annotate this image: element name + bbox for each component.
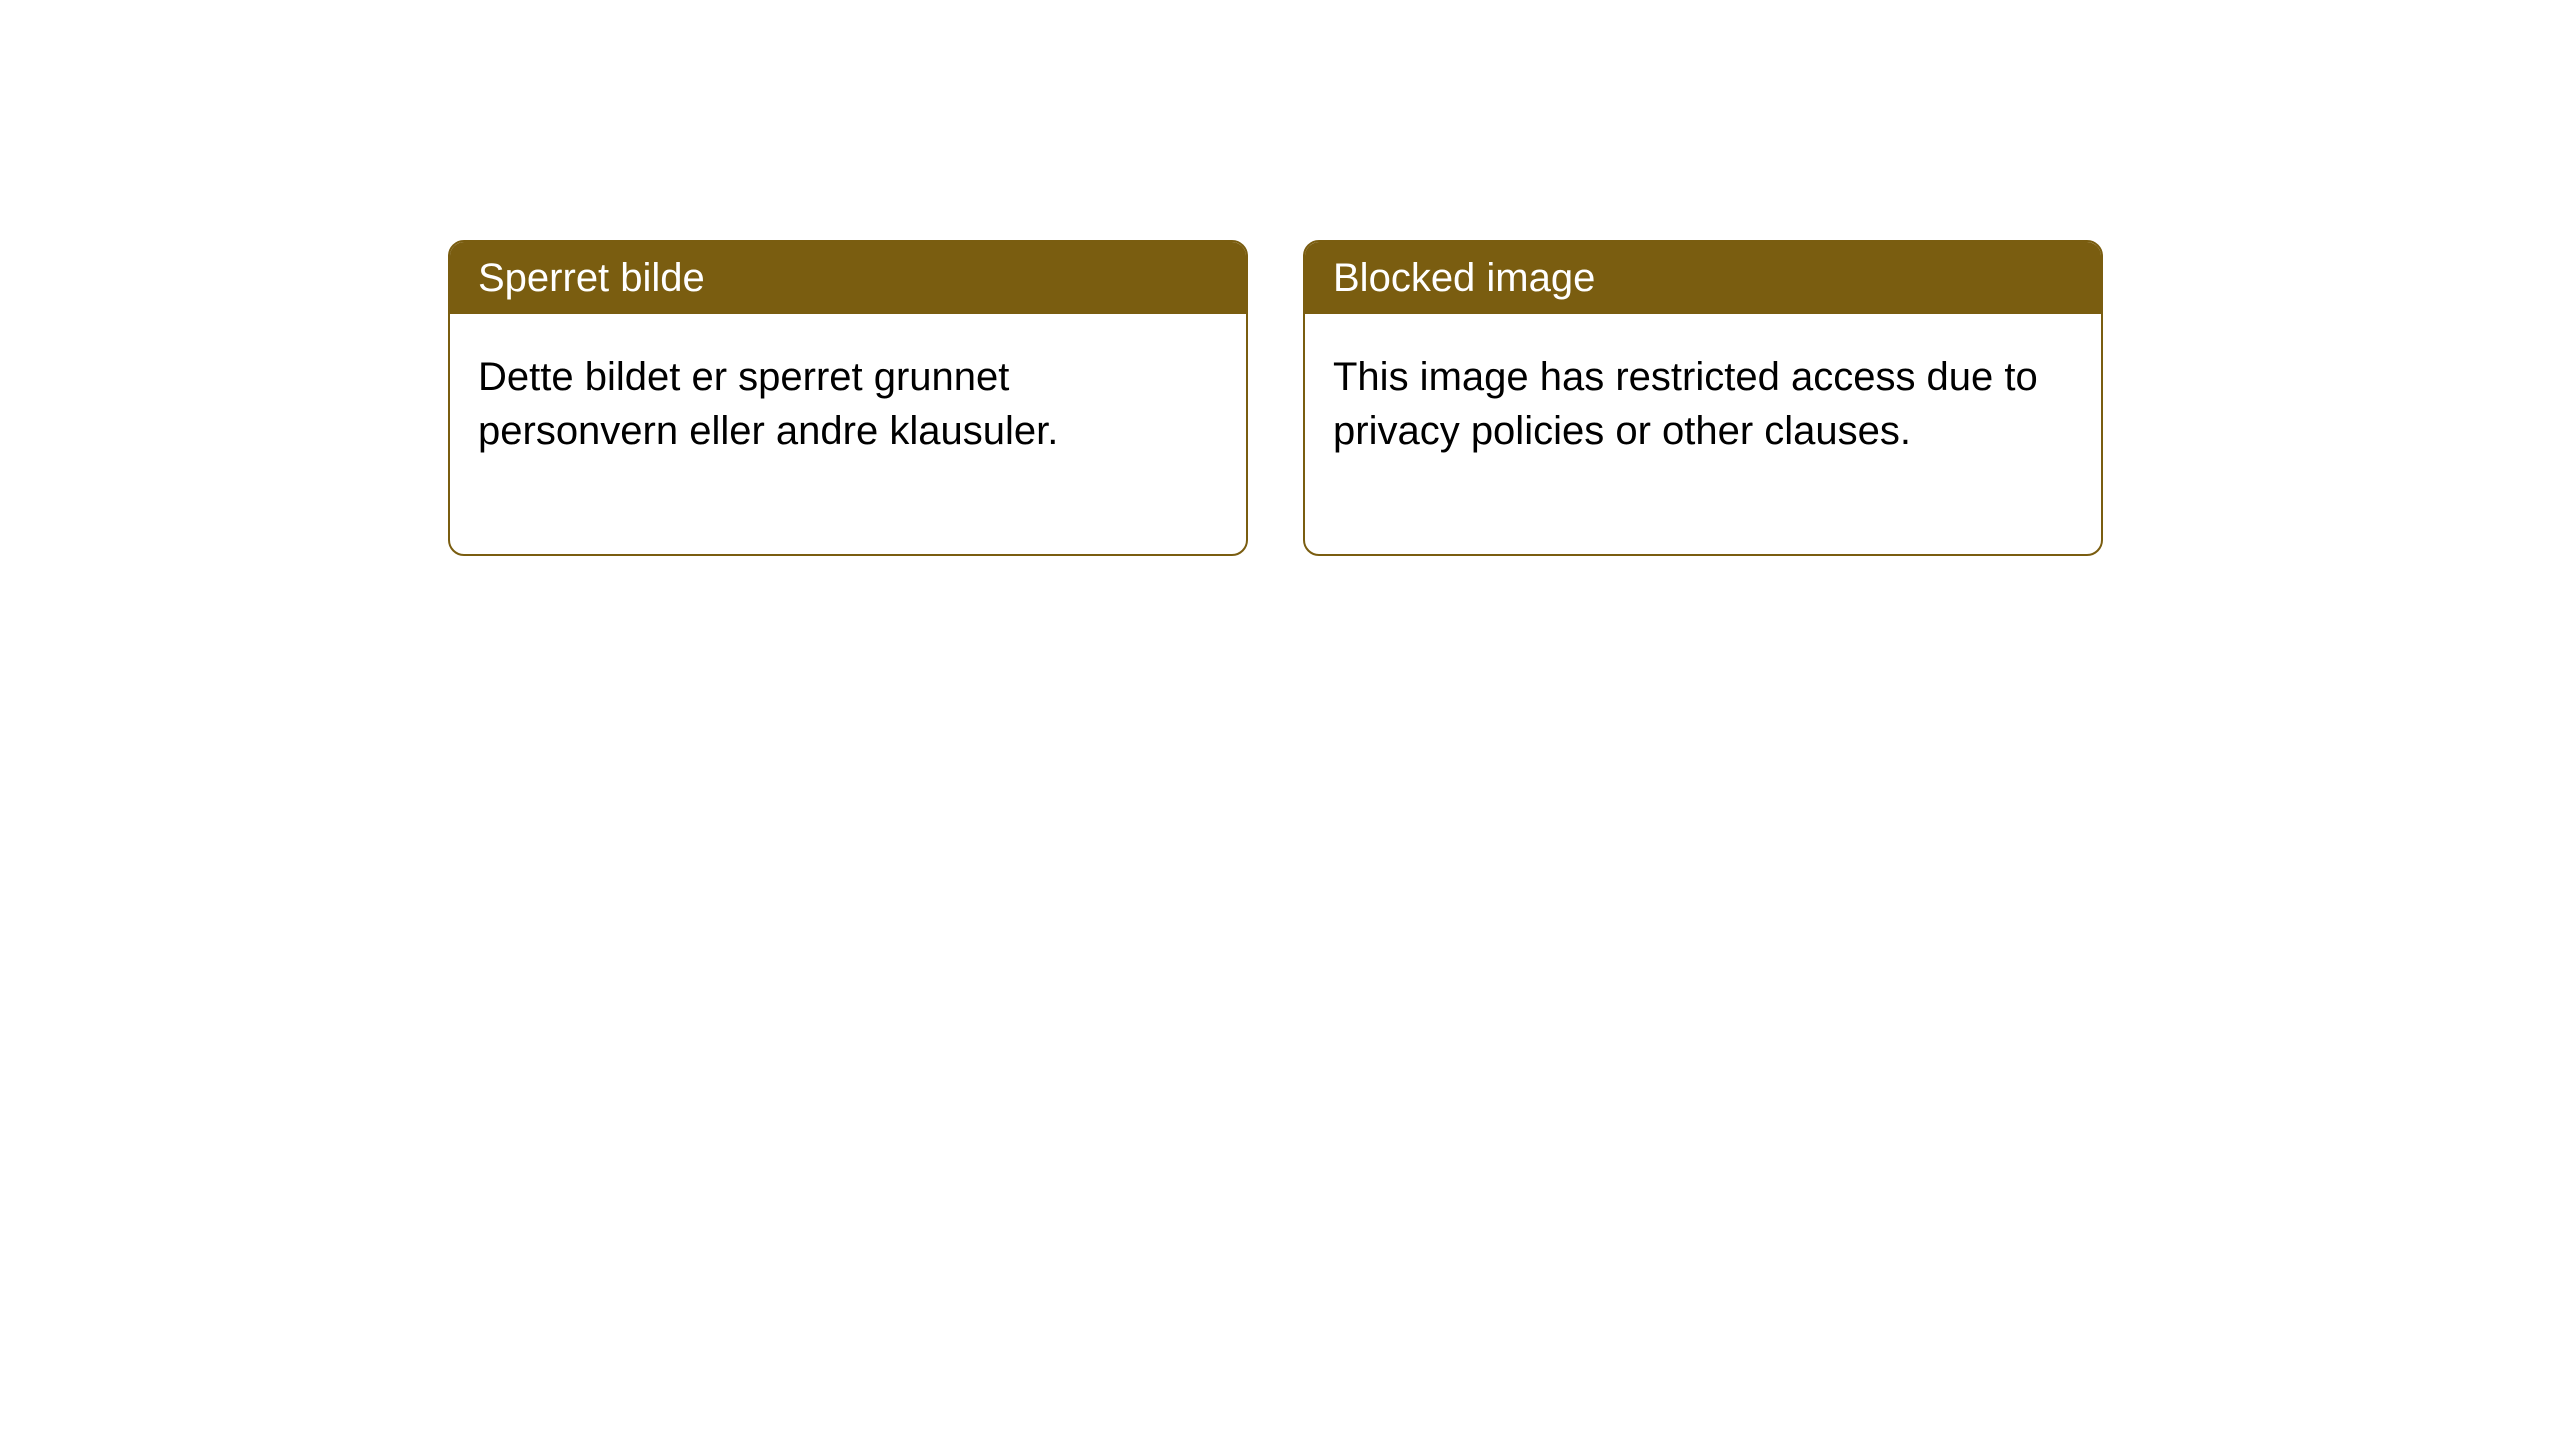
notice-card-english: Blocked image This image has restricted … — [1303, 240, 2103, 556]
card-body-english: This image has restricted access due to … — [1305, 314, 2101, 554]
notice-card-norwegian: Sperret bilde Dette bildet er sperret gr… — [448, 240, 1248, 556]
card-body-norwegian: Dette bildet er sperret grunnet personve… — [450, 314, 1246, 554]
card-header-english: Blocked image — [1305, 242, 2101, 314]
notice-cards-container: Sperret bilde Dette bildet er sperret gr… — [0, 0, 2560, 556]
card-header-norwegian: Sperret bilde — [450, 242, 1246, 314]
